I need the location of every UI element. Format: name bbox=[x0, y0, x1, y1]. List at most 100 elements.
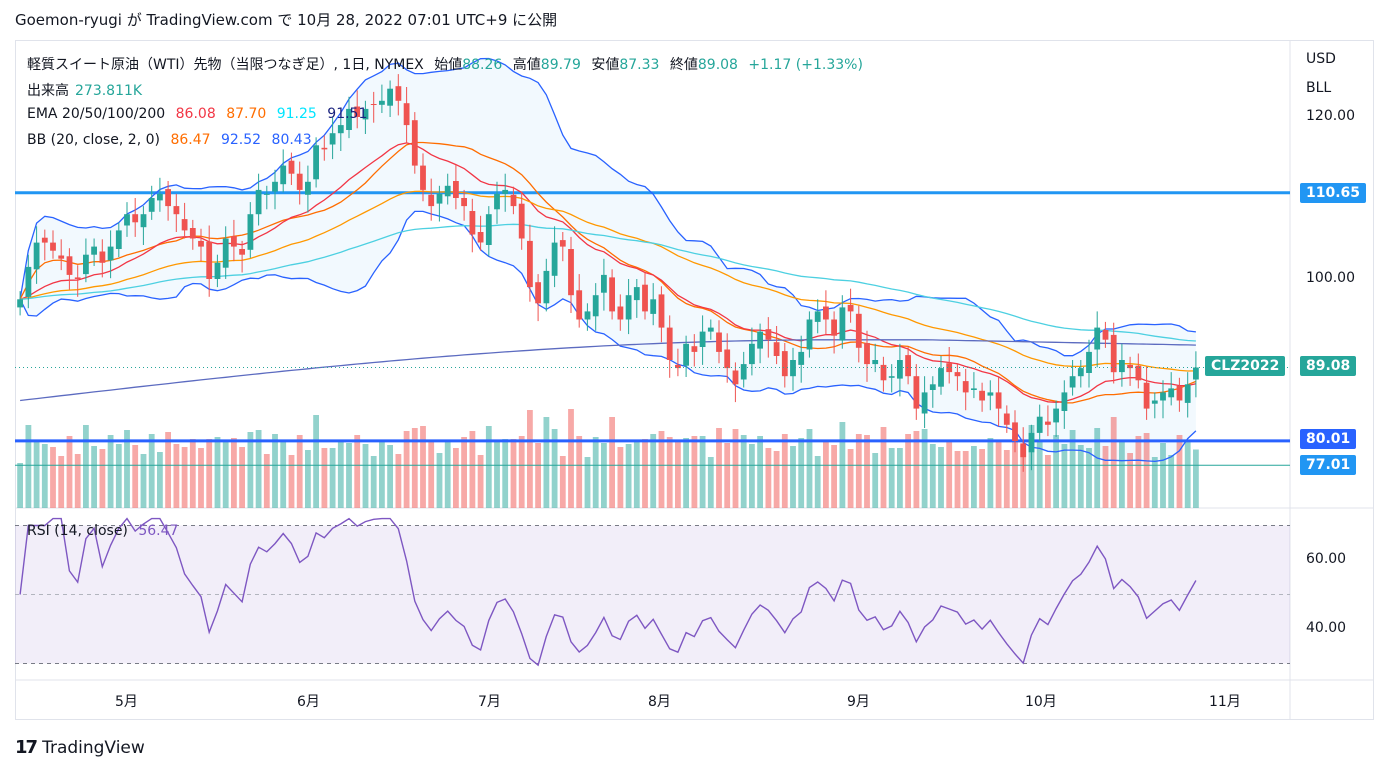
volume-bar bbox=[140, 454, 147, 508]
legend-ema200: 91.51 bbox=[327, 106, 368, 122]
volume-bar bbox=[239, 447, 245, 508]
legend-rsi-label: RSI (14, close) bbox=[27, 523, 128, 539]
candle-body bbox=[420, 165, 426, 190]
candle-body bbox=[148, 198, 155, 212]
candle-body bbox=[502, 189, 509, 194]
candle-body bbox=[214, 262, 221, 279]
candle-body bbox=[288, 160, 295, 174]
candle-body bbox=[485, 214, 492, 245]
candle-body bbox=[888, 376, 895, 378]
volume-bar bbox=[354, 435, 361, 508]
volume-bar bbox=[971, 446, 977, 508]
volume-bar bbox=[222, 440, 229, 508]
legend-high-value: 89.79 bbox=[540, 57, 581, 73]
volume-bar bbox=[444, 442, 451, 508]
candle-body bbox=[1119, 360, 1125, 373]
volume-bar bbox=[650, 434, 657, 508]
candle-body bbox=[140, 214, 147, 228]
volume-bar bbox=[321, 448, 328, 508]
candle-body bbox=[198, 240, 204, 247]
volume-bar bbox=[403, 431, 410, 508]
footer-brand-name: TradingView bbox=[42, 737, 145, 758]
volume-bar bbox=[979, 449, 985, 508]
candle-body bbox=[1110, 334, 1117, 373]
candle-body bbox=[280, 165, 287, 185]
legend-ema20: 86.08 bbox=[175, 106, 216, 122]
legend-ema-label: EMA 20/50/100/200 bbox=[27, 106, 166, 122]
month-label-sep: 9月 bbox=[847, 694, 870, 710]
volume-bar bbox=[17, 463, 23, 508]
legend-high-label: 高値 bbox=[512, 57, 541, 73]
volume-bar bbox=[921, 429, 928, 508]
candle-body bbox=[132, 214, 139, 223]
month-label-aug: 8月 bbox=[648, 694, 671, 710]
candle-body bbox=[1069, 376, 1076, 388]
footer-brand[interactable]: 17 TradingView bbox=[15, 737, 145, 758]
legend-open-label: 始値 bbox=[434, 57, 463, 73]
legend-bb-row: BB (20, close, 2, 0) 86.47 92.52 80.43 bbox=[27, 132, 318, 148]
volume-bar bbox=[173, 444, 180, 508]
candle-body bbox=[91, 246, 97, 255]
volume-bar bbox=[313, 415, 319, 508]
volume-bar bbox=[905, 434, 911, 508]
candle-body bbox=[601, 274, 607, 293]
candle-body bbox=[206, 241, 213, 279]
volume-bar bbox=[198, 448, 204, 508]
volume-bar bbox=[33, 440, 40, 508]
volume-bar bbox=[946, 442, 953, 508]
chart-frame[interactable] bbox=[15, 40, 1374, 720]
volume-bar bbox=[1045, 455, 1051, 508]
volume-bar bbox=[1110, 417, 1117, 508]
candle-body bbox=[1168, 388, 1175, 398]
volume-bar bbox=[469, 431, 476, 508]
candle-body bbox=[189, 228, 196, 239]
candle-body bbox=[559, 240, 566, 247]
volume-bar bbox=[773, 451, 780, 508]
candle-body bbox=[1020, 443, 1027, 458]
volume-bar bbox=[568, 409, 574, 508]
candle-body bbox=[411, 120, 418, 166]
candle-body bbox=[724, 349, 731, 369]
volume-bar bbox=[823, 442, 829, 508]
candle-body bbox=[1151, 400, 1158, 404]
volume-bar bbox=[1127, 453, 1133, 508]
legend-bb-upper: 92.52 bbox=[220, 132, 262, 148]
legend-ema-row: EMA 20/50/100/200 86.08 87.70 91.25 91.5… bbox=[27, 106, 373, 122]
month-label-oct: 10月 bbox=[1025, 694, 1057, 710]
legend-close-value: 89.08 bbox=[697, 57, 738, 73]
volume-bar bbox=[74, 454, 81, 508]
candle-body bbox=[395, 86, 402, 101]
candle-body bbox=[798, 351, 805, 365]
volume-bar bbox=[880, 427, 887, 508]
volume-bar bbox=[485, 426, 492, 508]
volume-bar bbox=[502, 439, 509, 508]
volume-bar bbox=[148, 434, 155, 508]
candle-body bbox=[1061, 392, 1068, 411]
candle-body bbox=[436, 193, 443, 204]
candle-body bbox=[1143, 382, 1150, 409]
volume-bar bbox=[609, 417, 615, 508]
legend-bb-lower: 80.43 bbox=[271, 132, 312, 148]
volume-bar bbox=[395, 454, 402, 508]
volume-bar bbox=[1012, 436, 1018, 508]
candle-body bbox=[699, 331, 706, 347]
volume-bar bbox=[1020, 445, 1027, 508]
legend-open-value: 88.26 bbox=[462, 57, 503, 73]
volume-bar bbox=[765, 448, 772, 508]
ema200-line bbox=[20, 339, 1196, 402]
volume-bar bbox=[453, 448, 459, 508]
price-tick-100: 100.00 bbox=[1306, 270, 1355, 286]
candle-body bbox=[823, 306, 829, 320]
volume-bar bbox=[288, 455, 295, 508]
volume-bar bbox=[1094, 428, 1101, 508]
ema50-line bbox=[19, 190, 1196, 372]
volume-bar bbox=[757, 436, 763, 508]
volume-bar bbox=[642, 439, 648, 508]
candle-body bbox=[1012, 422, 1018, 441]
candle-body bbox=[962, 381, 969, 393]
volume-bar bbox=[124, 430, 130, 508]
candle-body bbox=[617, 306, 624, 320]
candle-body bbox=[765, 329, 772, 340]
volume-bar bbox=[362, 444, 369, 508]
